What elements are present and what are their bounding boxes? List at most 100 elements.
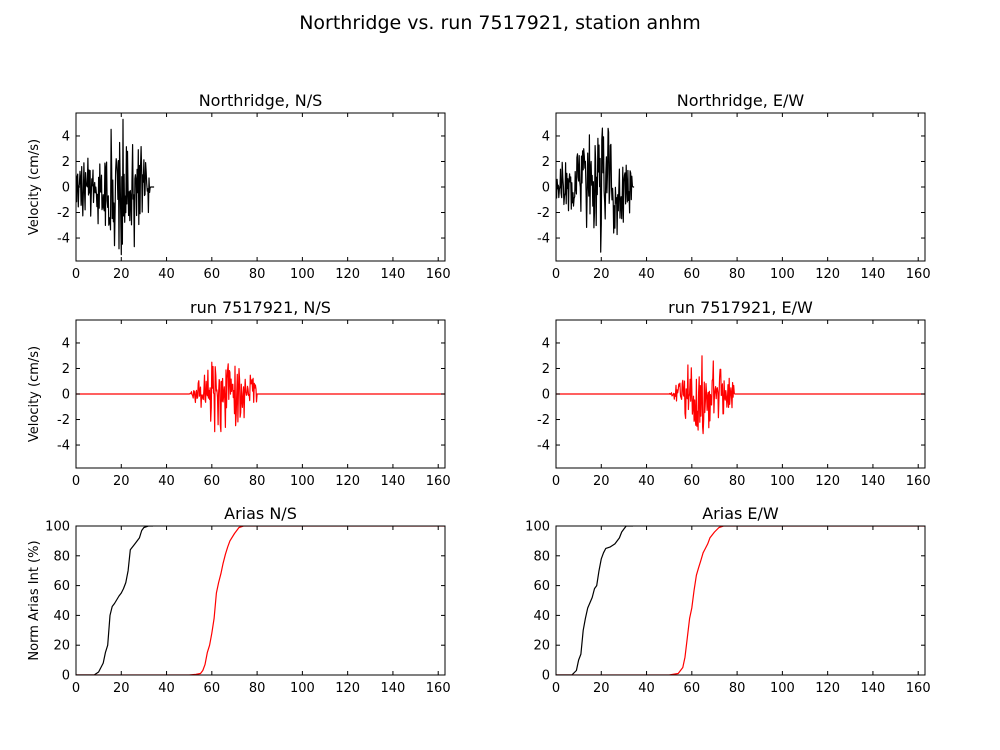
subplot-vel-obs-ew: 0 20 40 60 80 100 120 140 160 -4 -2 0 2 4 Northridge, … bbox=[537, 91, 931, 282]
x-tick-label: 100 bbox=[770, 681, 795, 696]
subplot-title: Northridge, N/S bbox=[199, 91, 323, 110]
y-tick-label: 2 bbox=[62, 155, 70, 170]
x-tick-label: 40 bbox=[638, 474, 655, 489]
x-tick-label: 20 bbox=[113, 267, 130, 282]
x-tick-label: 80 bbox=[729, 267, 746, 282]
x-tick-label: 120 bbox=[335, 267, 360, 282]
x-tick-label: 60 bbox=[204, 267, 221, 282]
x-tick-label: 0 bbox=[552, 267, 560, 282]
series-line-arias-ns-0 bbox=[76, 526, 153, 675]
x-tick-label: 140 bbox=[381, 474, 406, 489]
series-line-vel-obs-ns-0 bbox=[76, 118, 155, 256]
x-tick-label: 80 bbox=[249, 474, 266, 489]
subplot-title: run 7517921, E/W bbox=[668, 298, 813, 317]
x-tick-label: 20 bbox=[113, 681, 130, 696]
x-tick-label: 160 bbox=[426, 681, 451, 696]
x-tick-label: 40 bbox=[158, 474, 175, 489]
y-tick-label: 0 bbox=[62, 669, 70, 684]
y-axis-label: Norm Arias Int (%) bbox=[27, 540, 42, 660]
subplot-title: Arias E/W bbox=[702, 504, 779, 523]
y-tick-label: 4 bbox=[62, 129, 70, 144]
x-tick-label: 140 bbox=[861, 474, 886, 489]
subplot-vel-sim-ew: 0 20 40 60 80 100 120 140 160 -4 -2 0 2 4 run 7517921,… bbox=[537, 298, 931, 489]
y-tick-label: 2 bbox=[542, 362, 550, 377]
series-line-arias-ew-0 bbox=[556, 526, 633, 675]
subplot-arias-ew: 0 20 40 60 80 100 120 140 160 0 20 40 60 80 100 Arias E… bbox=[525, 504, 930, 696]
x-tick-label: 120 bbox=[335, 681, 360, 696]
series-line-arias-ns-1 bbox=[76, 526, 445, 675]
x-tick-label: 80 bbox=[249, 681, 266, 696]
x-tick-label: 40 bbox=[638, 681, 655, 696]
subplot-arias-ns: 0 20 40 60 80 100 120 140 160 0 20 40 60 80 100 Arias N… bbox=[27, 504, 451, 696]
x-tick-label: 0 bbox=[552, 474, 560, 489]
x-tick-label: 160 bbox=[426, 474, 451, 489]
x-tick-label: 100 bbox=[290, 681, 315, 696]
subplot-vel-obs-ns: 0 20 40 60 80 100 120 140 160 -4 -2 0 2 4 Northridge, … bbox=[27, 91, 451, 282]
x-tick-label: 0 bbox=[552, 681, 560, 696]
axes-frame bbox=[75, 525, 446, 676]
x-tick-label: 160 bbox=[906, 267, 931, 282]
x-tick-label: 60 bbox=[204, 681, 221, 696]
x-tick-label: 60 bbox=[684, 681, 701, 696]
x-tick-label: 120 bbox=[815, 267, 840, 282]
x-tick-label: 20 bbox=[113, 474, 130, 489]
x-tick-label: 100 bbox=[770, 474, 795, 489]
x-tick-label: 60 bbox=[684, 474, 701, 489]
y-tick-label: 80 bbox=[53, 549, 70, 564]
y-tick-label: 40 bbox=[533, 609, 550, 624]
x-tick-label: 80 bbox=[729, 474, 746, 489]
y-tick-label: -2 bbox=[537, 413, 550, 428]
x-tick-label: 140 bbox=[381, 681, 406, 696]
x-tick-label: 120 bbox=[335, 474, 360, 489]
x-tick-label: 120 bbox=[815, 681, 840, 696]
x-tick-label: 160 bbox=[906, 681, 931, 696]
x-tick-label: 20 bbox=[593, 267, 610, 282]
x-tick-label: 140 bbox=[381, 267, 406, 282]
x-tick-label: 40 bbox=[158, 267, 175, 282]
x-tick-label: 40 bbox=[158, 681, 175, 696]
x-tick-label: 140 bbox=[861, 681, 886, 696]
y-tick-label: 60 bbox=[53, 579, 70, 594]
y-tick-label: -2 bbox=[57, 413, 70, 428]
y-tick-label: 2 bbox=[542, 155, 550, 170]
x-tick-label: 120 bbox=[815, 474, 840, 489]
series-line-arias-ew-1 bbox=[556, 526, 925, 675]
x-tick-label: 60 bbox=[204, 474, 221, 489]
subplot-vel-sim-ns: 0 20 40 60 80 100 120 140 160 -4 -2 0 2 4 run 7517921,… bbox=[27, 298, 451, 489]
y-tick-label: 0 bbox=[542, 669, 550, 684]
x-tick-label: 60 bbox=[684, 267, 701, 282]
x-tick-label: 40 bbox=[638, 267, 655, 282]
y-axis-label: Velocity (cm/s) bbox=[27, 139, 42, 235]
y-tick-label: -4 bbox=[537, 232, 550, 247]
figure-suptitle: Northridge vs. run 7517921, station anhm bbox=[299, 12, 701, 34]
y-tick-label: 2 bbox=[62, 362, 70, 377]
y-tick-label: 60 bbox=[533, 579, 550, 594]
y-tick-label: 0 bbox=[62, 388, 70, 403]
axes-frame bbox=[555, 525, 926, 676]
series-line-vel-obs-ew-0 bbox=[556, 127, 635, 253]
x-tick-label: 0 bbox=[72, 474, 80, 489]
y-tick-label: 0 bbox=[542, 388, 550, 403]
y-tick-label: 100 bbox=[525, 520, 550, 535]
x-tick-label: 0 bbox=[72, 267, 80, 282]
subplot-title: Arias N/S bbox=[224, 504, 297, 523]
series-line-vel-sim-ns-0 bbox=[76, 361, 445, 433]
x-tick-label: 160 bbox=[426, 267, 451, 282]
subplot-title: Northridge, E/W bbox=[677, 91, 805, 110]
subplot-title: run 7517921, N/S bbox=[190, 298, 331, 317]
y-tick-label: 4 bbox=[542, 336, 550, 351]
y-tick-label: -2 bbox=[57, 206, 70, 221]
y-tick-label: -4 bbox=[537, 439, 550, 454]
x-tick-label: 80 bbox=[729, 681, 746, 696]
y-tick-label: 80 bbox=[533, 549, 550, 564]
y-tick-label: 20 bbox=[533, 639, 550, 654]
x-tick-label: 140 bbox=[861, 267, 886, 282]
y-tick-label: -4 bbox=[57, 232, 70, 247]
y-tick-label: -2 bbox=[537, 206, 550, 221]
x-tick-label: 100 bbox=[290, 474, 315, 489]
y-tick-label: 100 bbox=[45, 520, 70, 535]
x-tick-label: 20 bbox=[593, 681, 610, 696]
y-tick-label: 4 bbox=[542, 129, 550, 144]
